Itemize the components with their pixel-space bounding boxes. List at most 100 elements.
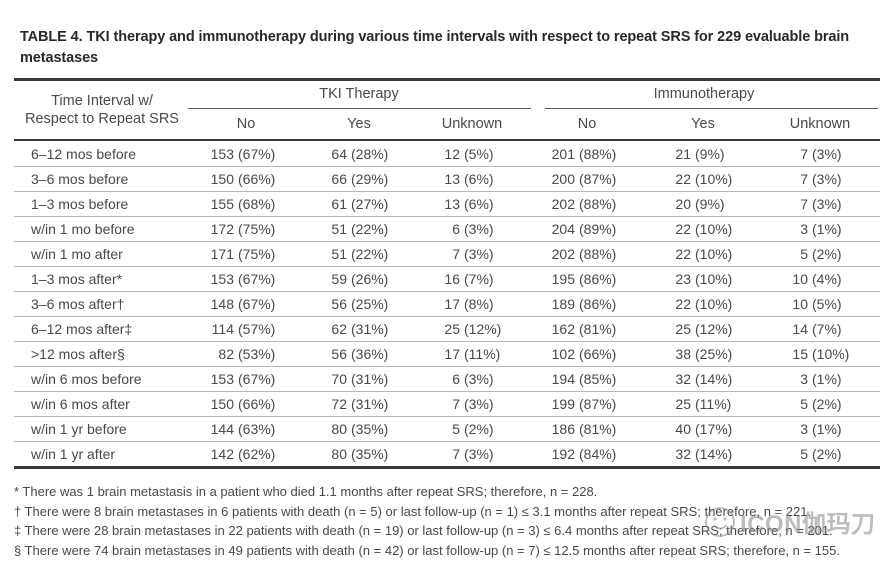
value-cell: 22 (10%) <box>646 246 760 262</box>
value-percent: (75%) <box>238 221 276 237</box>
value-cell: 10 (5%) <box>760 296 880 312</box>
value-cell: 171 (75%) <box>190 246 302 262</box>
group-rule <box>188 108 531 109</box>
value-number: 202 <box>551 246 575 262</box>
value-cell: 142 (62%) <box>190 446 302 462</box>
value-number: 56 <box>331 346 347 362</box>
value-cell: 80 (35%) <box>302 446 416 462</box>
value-cell: 162 (81%) <box>528 321 646 337</box>
value-percent: (36%) <box>351 346 389 362</box>
value-cell: 16 (7%) <box>416 271 528 287</box>
footnote-line: § There were 74 brain metastases in 49 p… <box>14 542 840 558</box>
value-number: 153 <box>210 371 234 387</box>
value-number: 5 <box>452 421 460 437</box>
value-number: 195 <box>551 271 575 287</box>
value-cell: 186 (81%) <box>528 421 646 437</box>
value-cell: 7 (3%) <box>416 446 528 462</box>
value-percent: (4%) <box>812 271 842 287</box>
value-cell: 66 (29%) <box>302 171 416 187</box>
value-cell: 25 (12%) <box>646 321 760 337</box>
value-percent: (3%) <box>464 396 494 412</box>
table-header: Time Interval w/ Respect to Repeat SRS T… <box>14 81 880 139</box>
value-percent: (27%) <box>351 196 389 212</box>
rule-under-header <box>14 139 880 141</box>
value-cell: 155 (68%) <box>190 196 302 212</box>
group-label: Immunotherapy <box>653 86 755 102</box>
value-number: 102 <box>551 346 575 362</box>
value-percent: (3%) <box>812 196 842 212</box>
value-cell: 56 (36%) <box>302 346 416 362</box>
value-number: 25 <box>675 321 691 337</box>
value-cell: 194 (85%) <box>528 371 646 387</box>
value-cell: 25 (12%) <box>416 321 528 337</box>
value-number: 80 <box>331 421 347 437</box>
interval-cell: 6–12 mos after‡ <box>31 321 133 337</box>
value-percent: (87%) <box>579 171 617 187</box>
interval-cell: w/in 1 mo before <box>31 221 135 237</box>
value-number: 32 <box>675 446 691 462</box>
value-number: 201 <box>551 145 575 162</box>
value-percent: (25%) <box>695 346 733 362</box>
value-number: 153 <box>210 271 234 287</box>
value-number: 204 <box>551 221 575 237</box>
value-percent: (85%) <box>579 371 617 387</box>
value-percent: (88%) <box>579 246 617 262</box>
value-number: 189 <box>551 296 575 312</box>
value-number: 14 <box>792 321 808 337</box>
watermark-logo-icon <box>705 507 735 537</box>
value-number: 59 <box>331 271 347 287</box>
value-cell: 5 (2%) <box>760 246 880 262</box>
value-number: 20 <box>675 196 691 212</box>
interval-cell: w/in 1 yr after <box>31 446 116 462</box>
value-cell: 6 (3%) <box>416 371 528 387</box>
interval-header-line1: Time Interval w/ <box>51 93 153 109</box>
interval-cell: w/in 6 mos before <box>31 371 142 387</box>
value-number: 22 <box>675 296 691 312</box>
value-number: 150 <box>210 171 234 187</box>
value-percent: (7%) <box>464 271 494 287</box>
footnote-line: * There was 1 brain metastasis in a pati… <box>14 484 598 499</box>
value-percent: (25%) <box>351 296 389 312</box>
value-number: 12 <box>444 145 460 162</box>
column-header-tki-no: No <box>236 116 256 132</box>
value-percent: (66%) <box>579 346 617 362</box>
value-percent: (67%) <box>238 271 276 287</box>
value-percent: (62%) <box>238 446 276 462</box>
value-percent: (3%) <box>464 371 494 387</box>
value-cell: 15 (10%) <box>760 346 880 362</box>
value-number: 25 <box>444 321 460 337</box>
interval-cell: w/in 1 mo after <box>31 246 123 262</box>
column-header-immuno-no: No <box>577 116 597 132</box>
footnote-line: † There were 8 brain metastases in 6 pat… <box>14 503 812 519</box>
value-percent: (2%) <box>812 396 842 412</box>
value-cell: 5 (2%) <box>416 421 528 437</box>
value-cell: 201 (88%) <box>528 146 646 162</box>
interval-cell: 1–3 mos after* <box>31 271 123 287</box>
value-number: 7 <box>452 396 460 412</box>
value-number: 56 <box>331 296 347 312</box>
value-percent: (6%) <box>464 196 494 212</box>
value-percent: (1%) <box>812 371 842 387</box>
watermark: ICON伽玛刀 <box>702 503 876 539</box>
value-cell: 7 (3%) <box>416 246 528 262</box>
interval-cell: 1–3 mos before <box>31 196 129 212</box>
interval-cell: 3–6 mos after† <box>31 296 125 312</box>
value-number: 72 <box>331 396 347 412</box>
value-cell: 148 (67%) <box>190 296 302 312</box>
value-percent: (14%) <box>695 371 733 387</box>
value-cell: 3 (1%) <box>760 221 880 237</box>
value-cell: 195 (86%) <box>528 271 646 287</box>
value-percent: (2%) <box>812 446 842 462</box>
watermark-text: ICON伽玛刀 <box>740 510 876 538</box>
table-row: 1–3 mos after* 153 (67%) 59 (26%) 16 (7%) 1… <box>14 266 880 291</box>
value-number: 7 <box>800 171 808 187</box>
column-header-interval: Time Interval w/ Respect to Repeat SRS <box>14 81 190 139</box>
value-number: 70 <box>331 371 347 387</box>
value-cell: 7 (3%) <box>760 171 880 187</box>
value-percent: (17%) <box>695 421 733 437</box>
column-header-tki-yes: Yes <box>347 116 371 132</box>
value-percent: (66%) <box>238 171 276 187</box>
table-row: w/in 1 yr after 142 (62%) 80 (35%) 7 (3%) 1… <box>14 441 880 466</box>
table-body: 6–12 mos before 153 (67%) 64 (28%) 12 (5%) … <box>0 141 886 466</box>
value-number: 148 <box>210 296 234 312</box>
